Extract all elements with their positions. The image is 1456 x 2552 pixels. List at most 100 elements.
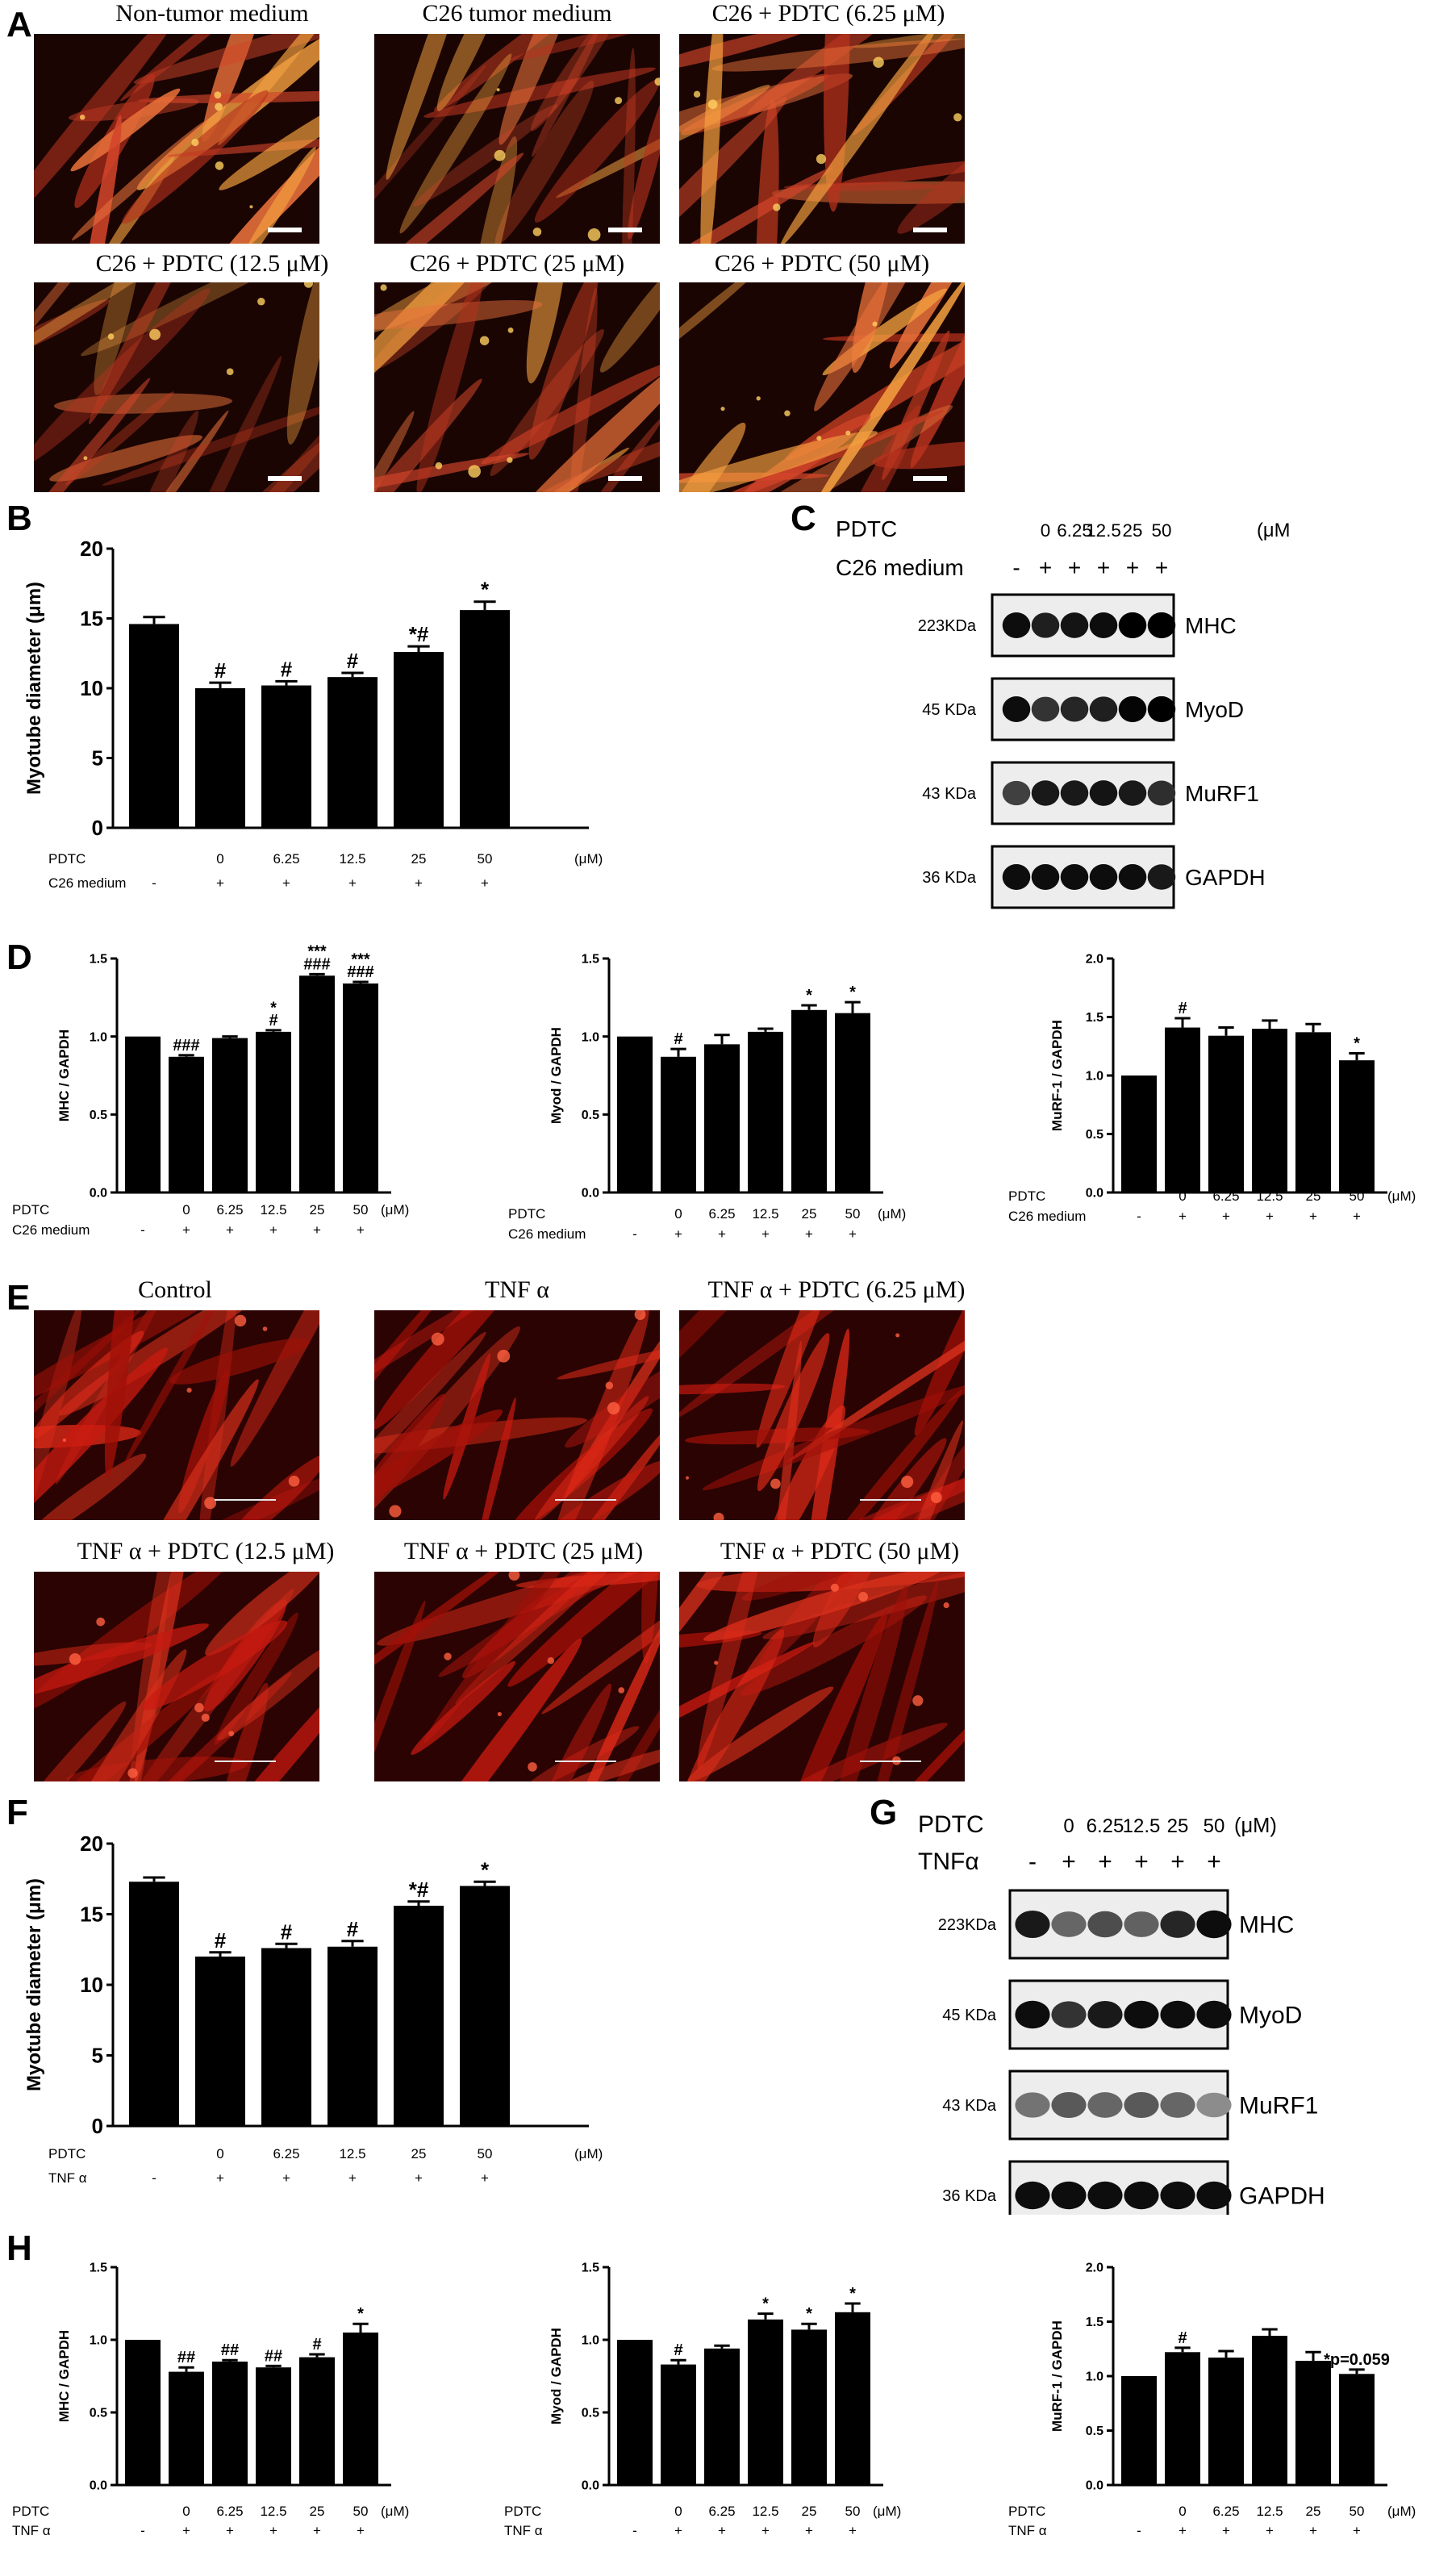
scale-bar [215, 1761, 276, 1762]
condition-value: 50 [1350, 2504, 1365, 2519]
condition-value: 6.25 [708, 2504, 735, 2519]
scale-bar [608, 476, 642, 481]
y-tick-label: 5 [92, 746, 103, 771]
condition-value: + [1266, 1209, 1274, 1224]
condition-value: 12.5 [1256, 1188, 1283, 1204]
lane-label: + [1155, 555, 1168, 580]
y-tick-label: 15 [80, 607, 103, 631]
bar [748, 1031, 783, 1192]
panel-letter-a: A [6, 5, 32, 44]
bar [129, 624, 179, 828]
y-tick-label: 5 [92, 2044, 103, 2068]
condition-value: 0 [216, 2146, 223, 2161]
condition-value: + [805, 2523, 813, 2538]
significance-label: ### [173, 1037, 199, 1055]
significance-label: # [1178, 2329, 1187, 2347]
condition-row-label: C26 medium [508, 1226, 586, 1242]
unit-label: (μM) [1387, 2504, 1416, 2519]
condition-value: 12.5 [339, 2146, 365, 2161]
micrograph-image [679, 282, 965, 492]
lane-label: 0 [1041, 520, 1050, 541]
protein-band [1087, 2181, 1123, 2210]
lane-label: + [1207, 1848, 1221, 1875]
protein-label: GAPDH [1239, 2183, 1325, 2210]
molecular-weight-label: 45 KDa [942, 2007, 997, 2024]
protein-band [1196, 2000, 1232, 2029]
condition-value: 25 [411, 2146, 427, 2161]
condition-value: 50 [1350, 1188, 1365, 1204]
significance-label: ### [303, 955, 330, 973]
western-row-label: PDTC [918, 1811, 984, 1838]
condition-value: 6.25 [273, 2146, 299, 2161]
lane-label: + [1134, 1848, 1149, 1875]
significance-label: # [1178, 1000, 1187, 1017]
condition-value: 6.25 [273, 851, 299, 867]
bar [256, 1031, 291, 1192]
significance-label: * [1354, 1034, 1360, 1052]
chart-mhc-gapdh-tnf: 0.0 0.5 1.0 1.5 MHC / GAPDH - ## 0 + ## 6.25 + ## 12.… [12, 2262, 409, 2538]
condition-value: + [718, 1226, 726, 1242]
condition-row-label: PDTC [12, 2504, 49, 2519]
condition-value: + [269, 2523, 277, 2538]
protein-band [1051, 2181, 1087, 2210]
protein-band [1031, 696, 1060, 722]
lane-label: - [1012, 555, 1020, 580]
protein-band [1124, 2000, 1159, 2029]
condition-row-label: PDTC [504, 2504, 541, 2519]
protein-band [1031, 612, 1060, 638]
y-tick-label: 1.5 [90, 953, 107, 967]
y-axis-label: Myod / GAPDH [549, 1027, 564, 1124]
y-tick-label: 1.5 [1086, 1011, 1103, 1025]
micrograph-label: TNF α + PDTC (25 μM) [403, 1538, 644, 1564]
lane-label: 0 [1063, 1815, 1074, 1837]
protein-band [1015, 2181, 1050, 2210]
lane-label: 6.25 [1087, 1815, 1124, 1837]
bar [394, 652, 444, 828]
y-axis-label: MuRF-1 / GAPDH [1049, 2320, 1065, 2432]
lane-label: + [1068, 555, 1081, 580]
protein-band [1087, 1911, 1123, 1938]
condition-value: + [674, 1226, 682, 1242]
significance-label: # [281, 1919, 293, 1944]
bar [169, 1056, 204, 1192]
chart-myod-gapdh-tnf: 0.0 0.5 1.0 1.5 Myod / GAPDH - #0 +6.25 + * 12.5 + *… [504, 2262, 901, 2538]
significance-label: *p=0.059 [1324, 2351, 1390, 2369]
condition-row-label: TNF α [1008, 2523, 1047, 2538]
y-tick-label: 1.5 [1086, 2316, 1103, 2329]
scale-bar [913, 476, 947, 481]
condition-row-label: TNF α [48, 2170, 87, 2186]
bar [661, 1056, 696, 1192]
lane-label: 50 [1152, 520, 1172, 541]
condition-value: 0 [182, 1202, 190, 1218]
bar [835, 2312, 870, 2485]
condition-value: - [152, 2170, 156, 2186]
scale-bar [860, 1761, 921, 1762]
molecular-weight-label: 36 KDa [942, 2187, 997, 2205]
condition-value: + [481, 875, 489, 891]
condition-value: 50 [845, 1206, 861, 1222]
condition-value: 0 [182, 2504, 190, 2519]
micrograph-label: Non-tumor medium [115, 0, 309, 27]
protein-band [1160, 2092, 1195, 2118]
lane-label: + [1097, 555, 1110, 580]
protein-band [1051, 2001, 1087, 2028]
condition-value: 25 [802, 1206, 817, 1222]
scale-bar [555, 1499, 616, 1501]
bar [835, 1013, 870, 1192]
condition-value: 6.25 [216, 1202, 243, 1218]
significance-label: # [674, 2341, 682, 2359]
chart-murf1-gapdh-c26: 0.0 0.5 1.0 1.5 2.0 MuRF-1 / GAPDH - #0 +6.25 +12… [1008, 953, 1416, 1224]
micrograph-label: TNF α + PDTC (50 μM) [720, 1538, 960, 1564]
condition-value: + [226, 1222, 234, 1238]
unit-label: (μM) [574, 2146, 603, 2161]
condition-value: 50 [478, 851, 493, 867]
protein-band [1118, 612, 1147, 639]
condition-value: + [1179, 1209, 1187, 1224]
condition-row-label: TNF α [12, 2523, 51, 2538]
significance-label: # [347, 649, 359, 673]
y-tick-label: 2.0 [1086, 953, 1103, 967]
significance-label: * [806, 2305, 812, 2323]
micrograph-image [34, 34, 319, 244]
condition-value: 12.5 [752, 1206, 778, 1222]
protein-band [1060, 696, 1089, 722]
